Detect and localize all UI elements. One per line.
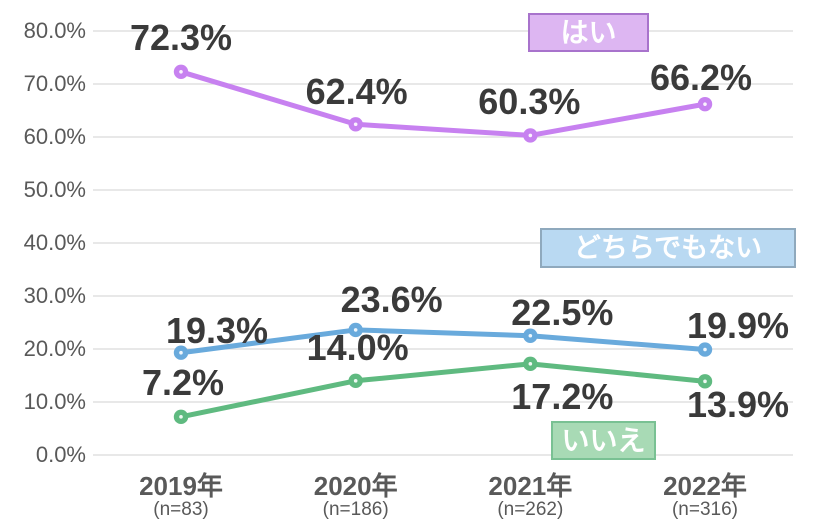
data-label-1-2: 22.5%	[511, 291, 614, 333]
y-tick-label: 50.0%	[23, 177, 86, 202]
data-point-marker-dot	[528, 333, 533, 338]
data-point-marker-dot	[353, 328, 358, 332]
legend-neither-label: どちらでもない	[573, 232, 763, 263]
y-tick-label: 70.0%	[23, 71, 86, 96]
x-category-label: 2019年	[139, 471, 223, 501]
data-label-1-1: 23.6%	[340, 278, 443, 320]
y-tick-label: 20.0%	[23, 336, 86, 361]
data-label-0-0: 72.3%	[129, 16, 233, 58]
y-tick-label: 10.0%	[23, 389, 86, 414]
legend-yes-label: はい	[560, 16, 617, 48]
data-point-marker-dot	[703, 102, 707, 106]
data-label-1-0: 19.3%	[165, 309, 269, 351]
x-category-sublabel: (n=316)	[671, 499, 739, 520]
data-point-marker-dot	[528, 133, 533, 138]
data-point-marker-dot	[703, 379, 707, 384]
series-line-0	[178, 69, 708, 138]
x-category-label: 2021年	[488, 471, 573, 501]
y-tick-label: 60.0%	[23, 124, 86, 149]
legend-yes: はい	[528, 13, 649, 52]
data-label-0-1: 62.4%	[305, 71, 408, 113]
x-category-sublabel: (n=186)	[322, 499, 389, 520]
x-category-label: 2022年	[663, 471, 747, 501]
data-point-marker-dot	[528, 362, 533, 366]
data-point-marker-dot	[179, 415, 183, 419]
data-point-marker-dot	[703, 347, 707, 352]
data-label-2-2: 17.2%	[511, 375, 614, 417]
legend-no-label: いいえ	[561, 424, 646, 456]
x-category-label: 2020年	[313, 471, 398, 501]
data-label-1-3: 19.9%	[686, 304, 790, 346]
data-point-marker-dot	[179, 70, 183, 74]
y-tick-label: 30.0%	[23, 283, 86, 308]
legend-neither: どちらでもない	[540, 228, 796, 268]
data-point-marker-dot	[353, 379, 358, 383]
data-label-2-3: 13.9%	[686, 384, 790, 426]
x-category-sublabel: (n=83)	[153, 499, 209, 520]
data-label-2-0: 7.2%	[141, 361, 225, 403]
series-line-1	[178, 327, 708, 356]
data-point-marker-dot	[353, 122, 358, 127]
data-point-marker-dot	[179, 350, 183, 355]
data-label-0-2: 60.3%	[478, 81, 581, 123]
legend-no: いいえ	[551, 421, 656, 460]
data-label-2-1: 14.0%	[306, 326, 409, 368]
x-category-sublabel: (n=262)	[497, 499, 564, 520]
data-label-0-3: 66.2%	[649, 57, 753, 99]
y-tick-label: 40.0%	[23, 230, 86, 255]
series-line-2	[178, 361, 708, 420]
y-tick-label: 80.0%	[23, 18, 86, 43]
y-tick-label: 0.0%	[35, 442, 86, 467]
